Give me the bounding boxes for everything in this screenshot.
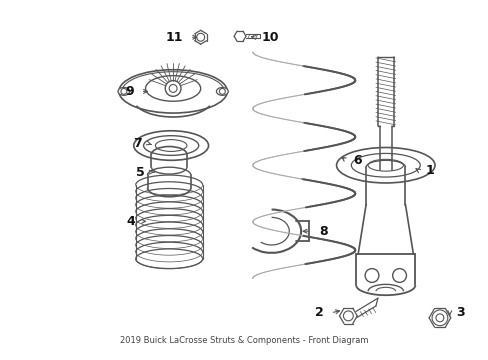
Circle shape: [165, 81, 181, 96]
Ellipse shape: [119, 70, 227, 113]
Ellipse shape: [350, 153, 419, 177]
Text: 11: 11: [165, 31, 183, 44]
Text: 4: 4: [126, 215, 135, 228]
Circle shape: [365, 269, 378, 282]
Circle shape: [431, 310, 447, 326]
Text: 2: 2: [314, 306, 323, 319]
Circle shape: [392, 269, 406, 282]
Circle shape: [219, 89, 225, 94]
Ellipse shape: [118, 87, 129, 95]
Ellipse shape: [336, 148, 434, 183]
Text: 3: 3: [456, 306, 465, 319]
Ellipse shape: [367, 159, 403, 171]
Text: 2019 Buick LaCrosse Struts & Components - Front Diagram: 2019 Buick LaCrosse Struts & Components …: [120, 336, 367, 345]
Ellipse shape: [216, 87, 228, 95]
Text: 1: 1: [424, 164, 433, 177]
Ellipse shape: [133, 131, 208, 160]
Text: 9: 9: [125, 85, 133, 98]
Text: 5: 5: [136, 166, 144, 179]
Text: 10: 10: [261, 31, 279, 44]
Ellipse shape: [143, 136, 198, 156]
Text: 6: 6: [352, 154, 361, 167]
Text: 7: 7: [133, 137, 142, 150]
Ellipse shape: [145, 76, 200, 101]
Text: 8: 8: [318, 225, 327, 238]
Circle shape: [121, 89, 126, 94]
